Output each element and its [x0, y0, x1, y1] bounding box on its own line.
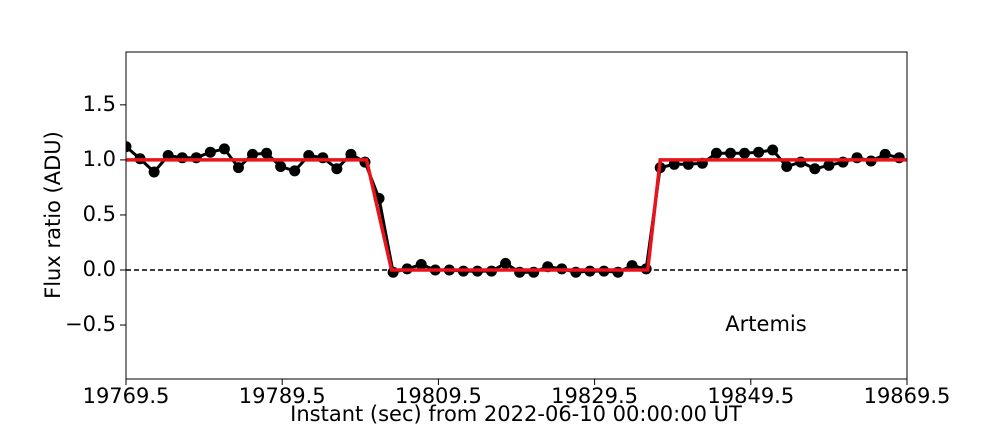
data-point	[500, 257, 512, 269]
annotation: Artemis	[725, 312, 806, 336]
y-tick-label: −0.5	[65, 312, 116, 336]
data-point	[275, 161, 287, 173]
data-point	[767, 144, 779, 156]
x-tick-label: 19789.5	[239, 384, 326, 408]
data-point	[126, 141, 132, 153]
y-tick-label: 1.0	[83, 147, 116, 171]
data-point	[823, 159, 835, 171]
x-tick-label: 19829.5	[551, 384, 638, 408]
x-tick-label: 19769.5	[83, 384, 170, 408]
data-point	[345, 148, 357, 160]
x-tick-label: 19809.5	[395, 384, 482, 408]
data-point	[218, 143, 230, 155]
x-tick-label: 19849.5	[707, 384, 794, 408]
data-point	[781, 161, 793, 173]
data-point	[809, 163, 821, 175]
axes-frame	[125, 51, 908, 380]
data-point	[247, 148, 259, 160]
data-point	[331, 163, 343, 175]
series-line	[126, 158, 907, 272]
data-point	[739, 147, 751, 159]
data-point	[148, 166, 160, 178]
y-tick-label: 0.5	[83, 202, 116, 226]
data-point	[232, 162, 244, 174]
data-point	[879, 148, 891, 160]
x-tick-label: 19869.5	[864, 384, 951, 408]
y-tick-label: 1.5	[83, 92, 116, 116]
data-point	[753, 146, 765, 158]
data-point	[261, 147, 273, 159]
data-point	[724, 147, 736, 159]
data-point	[204, 146, 216, 158]
x-axis-label: Instant (sec) from 2022-06-10 00:00:00 U…	[290, 402, 742, 426]
data-point	[710, 147, 722, 159]
y-axis-label: Flux ratio (ADU)	[41, 131, 65, 299]
data-point	[289, 165, 301, 177]
y-tick-label: 0.0	[83, 257, 116, 281]
plot-area	[126, 141, 907, 278]
data-point	[415, 258, 427, 270]
